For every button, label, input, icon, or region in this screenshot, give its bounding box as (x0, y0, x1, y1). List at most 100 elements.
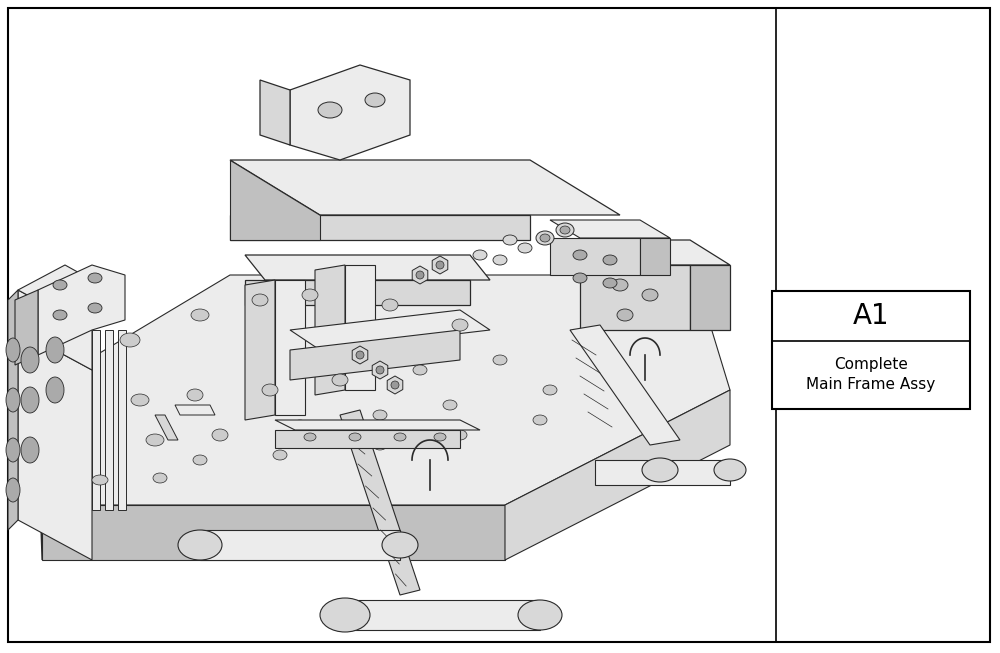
Ellipse shape (473, 250, 487, 260)
Polygon shape (340, 410, 420, 595)
Polygon shape (38, 265, 125, 355)
Polygon shape (412, 266, 428, 284)
Ellipse shape (443, 400, 457, 410)
Ellipse shape (88, 303, 102, 313)
Polygon shape (580, 240, 730, 265)
Ellipse shape (612, 279, 628, 291)
Ellipse shape (318, 102, 342, 118)
Ellipse shape (46, 337, 64, 363)
Ellipse shape (212, 429, 228, 441)
Ellipse shape (293, 420, 307, 430)
Ellipse shape (53, 280, 67, 290)
Ellipse shape (21, 387, 39, 413)
Ellipse shape (349, 433, 361, 441)
Ellipse shape (493, 255, 507, 265)
Polygon shape (595, 460, 730, 485)
Polygon shape (42, 505, 505, 560)
Ellipse shape (92, 475, 108, 485)
Text: Complete: Complete (834, 357, 908, 372)
Ellipse shape (153, 473, 167, 483)
Polygon shape (38, 390, 42, 560)
Polygon shape (640, 238, 670, 275)
Ellipse shape (540, 234, 550, 242)
Polygon shape (230, 160, 620, 215)
Polygon shape (570, 325, 680, 445)
Polygon shape (155, 415, 178, 440)
Polygon shape (38, 275, 730, 505)
Polygon shape (105, 330, 113, 510)
Polygon shape (550, 220, 670, 238)
Text: Main Frame Assy: Main Frame Assy (806, 377, 936, 392)
Ellipse shape (434, 433, 446, 441)
Ellipse shape (6, 338, 20, 362)
Ellipse shape (413, 365, 427, 375)
Ellipse shape (252, 294, 268, 306)
Polygon shape (260, 80, 290, 145)
Ellipse shape (560, 226, 570, 234)
Text: A1: A1 (853, 302, 889, 330)
Polygon shape (245, 255, 490, 280)
Ellipse shape (382, 532, 418, 558)
Ellipse shape (273, 450, 287, 460)
Ellipse shape (573, 273, 587, 283)
Ellipse shape (533, 415, 547, 425)
Polygon shape (290, 310, 490, 350)
Ellipse shape (376, 366, 384, 374)
Polygon shape (118, 330, 126, 510)
Ellipse shape (365, 93, 385, 107)
Ellipse shape (332, 374, 348, 386)
Ellipse shape (394, 433, 406, 441)
Ellipse shape (453, 430, 467, 440)
Ellipse shape (642, 289, 658, 301)
Ellipse shape (262, 384, 278, 396)
Ellipse shape (356, 351, 364, 359)
Ellipse shape (617, 309, 633, 321)
Ellipse shape (193, 455, 207, 465)
Ellipse shape (536, 231, 554, 245)
Polygon shape (18, 330, 92, 560)
Ellipse shape (503, 235, 517, 245)
Ellipse shape (146, 434, 164, 446)
Polygon shape (8, 290, 18, 530)
Ellipse shape (320, 598, 370, 632)
Polygon shape (550, 238, 640, 275)
Bar (772, 291, 970, 409)
Ellipse shape (21, 347, 39, 373)
Polygon shape (275, 280, 305, 415)
Ellipse shape (382, 299, 398, 311)
Ellipse shape (373, 440, 387, 450)
Ellipse shape (131, 394, 149, 406)
Ellipse shape (573, 250, 587, 260)
Polygon shape (230, 160, 320, 240)
Ellipse shape (88, 273, 102, 283)
Ellipse shape (603, 255, 617, 265)
Polygon shape (352, 346, 368, 364)
Polygon shape (245, 280, 470, 305)
Polygon shape (290, 330, 460, 380)
Ellipse shape (642, 458, 678, 482)
Polygon shape (315, 265, 345, 395)
Polygon shape (505, 390, 730, 560)
Polygon shape (345, 265, 375, 390)
Polygon shape (690, 265, 730, 330)
Ellipse shape (543, 385, 557, 395)
Polygon shape (290, 65, 410, 160)
Polygon shape (18, 265, 92, 330)
Ellipse shape (178, 530, 222, 560)
Ellipse shape (302, 289, 318, 301)
Ellipse shape (187, 389, 203, 401)
Polygon shape (387, 376, 403, 394)
Ellipse shape (416, 271, 424, 279)
Ellipse shape (493, 355, 507, 365)
Ellipse shape (53, 310, 67, 320)
Ellipse shape (436, 261, 444, 269)
Ellipse shape (6, 438, 20, 462)
Polygon shape (92, 330, 100, 510)
Polygon shape (175, 405, 215, 415)
Polygon shape (432, 256, 448, 274)
Ellipse shape (518, 600, 562, 630)
Polygon shape (372, 361, 388, 379)
Polygon shape (15, 290, 38, 365)
Polygon shape (275, 420, 480, 430)
Ellipse shape (191, 309, 209, 321)
